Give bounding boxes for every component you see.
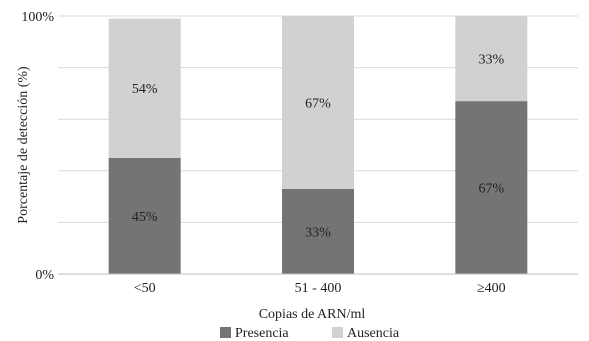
data-label-presencia-3: 67% bbox=[478, 182, 504, 197]
axes: <50 51 - 400 ≥400 0% 100% bbox=[21, 10, 578, 296]
y-tick-label: 0% bbox=[35, 268, 54, 283]
data-label-ausencia-3: 33% bbox=[478, 53, 504, 68]
bar-ausencia-2 bbox=[282, 16, 354, 189]
legend-label-ausencia: Ausencia bbox=[347, 326, 400, 341]
legend-swatch-presencia bbox=[220, 327, 231, 338]
data-label-ausencia-1: 54% bbox=[132, 82, 158, 97]
bar-presencia-2 bbox=[282, 188, 354, 274]
bar-presencia-1 bbox=[108, 157, 181, 274]
legend-swatch-ausencia bbox=[332, 327, 343, 338]
data-label-ausencia-2: 67% bbox=[305, 96, 331, 111]
x-tick-label: <50 bbox=[134, 281, 156, 296]
y-tick-label: 100% bbox=[21, 10, 54, 25]
x-axis-title: Copias de ARN/ml bbox=[259, 307, 366, 322]
x-tick-label: ≥400 bbox=[477, 281, 506, 296]
legend-label-presencia: Presencia bbox=[235, 326, 289, 341]
bars bbox=[108, 16, 528, 274]
x-tick-label: 51 - 400 bbox=[295, 281, 342, 296]
legend: Presencia Ausencia bbox=[220, 326, 400, 341]
bar-ausencia-1 bbox=[108, 18, 181, 158]
y-axis-title: Porcentaje de detección (%) bbox=[16, 66, 31, 224]
data-labels: 45% 54% 33% 67% 67% 33% bbox=[132, 53, 505, 241]
data-label-presencia-1: 45% bbox=[132, 210, 158, 225]
data-label-presencia-2: 33% bbox=[305, 225, 331, 240]
bar-presencia-3 bbox=[455, 101, 528, 274]
bar-ausencia-3 bbox=[455, 16, 528, 102]
